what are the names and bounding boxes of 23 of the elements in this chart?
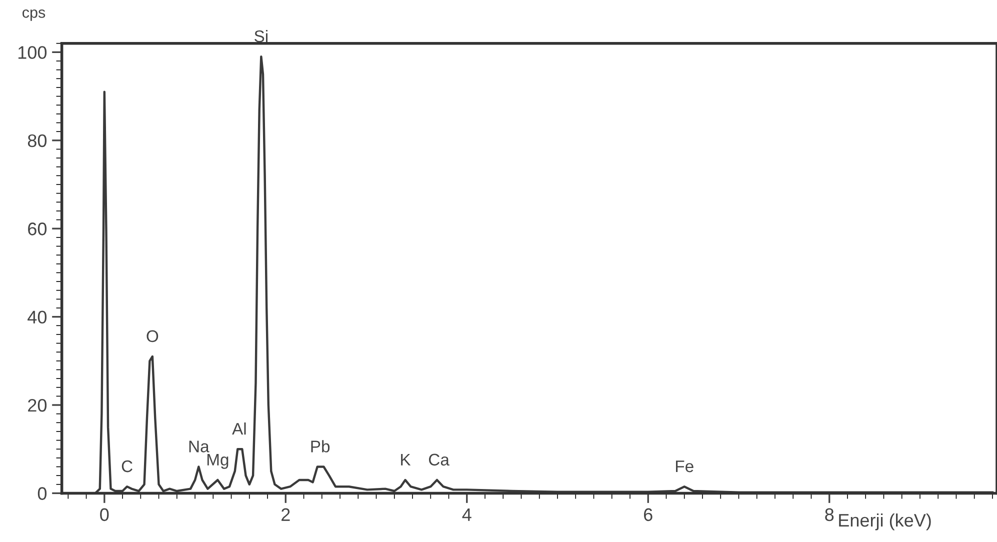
y-tick-label: 40 — [28, 310, 47, 324]
x-tick-label: 4 — [462, 508, 472, 521]
annotation: Al — [232, 422, 246, 435]
y-tick-label: 20 — [28, 398, 47, 412]
annotation: Mg — [207, 454, 228, 469]
annotation: O — [146, 330, 158, 342]
annotation: Ca — [428, 454, 450, 466]
annotation: Pb — [311, 440, 330, 452]
y-axis-title: cps — [22, 9, 46, 21]
annotation: Si — [254, 30, 268, 42]
y-tick-label: 100 — [18, 46, 47, 59]
x-tick-label: 6 — [644, 508, 652, 522]
x-tick-label: 0 — [100, 508, 109, 522]
x-tick-label: 8 — [825, 508, 834, 522]
x-tick-label: 2 — [282, 508, 290, 521]
y-tick-label: 80 — [28, 134, 47, 148]
annotation: K — [401, 454, 411, 466]
y-tick-label: 60 — [28, 222, 47, 236]
annotation: Na — [189, 440, 210, 452]
y-tick-label: 0 — [38, 487, 47, 500]
x-axis-title: Enerji (keV) — [839, 513, 931, 530]
annotation: Fe — [676, 460, 694, 472]
annotation: C — [122, 460, 132, 472]
